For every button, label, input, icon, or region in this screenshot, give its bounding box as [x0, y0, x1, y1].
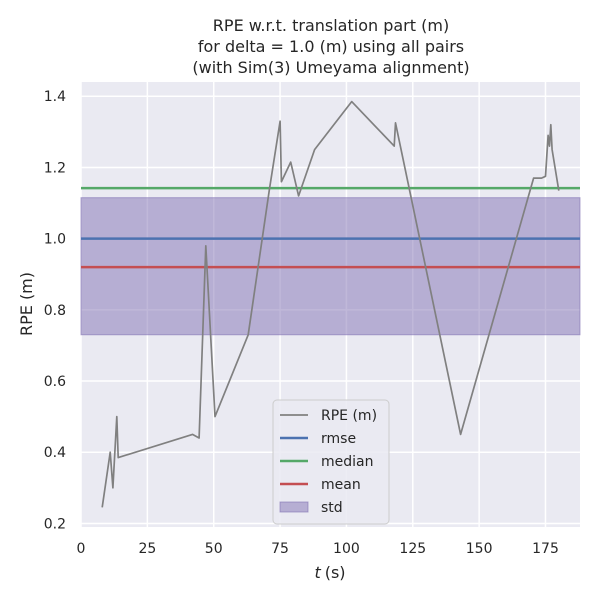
x-tick-label: 150 [466, 541, 493, 557]
chart-title-line-3: (with Sim(3) Umeyama alignment) [192, 58, 469, 77]
y-tick-label: 0.4 [44, 445, 66, 461]
legend-std-swatch [279, 501, 309, 513]
x-tick-label: 0 [77, 541, 86, 557]
chart-title-line-2: for delta = 1.0 (m) using all pairs [198, 37, 464, 56]
y-tick-label: 1.2 [44, 160, 66, 176]
chart-title-line-1: RPE w.r.t. translation part (m) [213, 16, 449, 35]
y-tick-label: 0.6 [44, 374, 66, 390]
legend-std-label: std [321, 500, 343, 516]
legend-rmse-label: rmse [321, 431, 356, 447]
legend-rpe-label: RPE (m) [321, 408, 377, 424]
legend-median-label: median [321, 454, 373, 470]
y-tick-labels: 0.2 0.4 0.6 0.8 1.0 1.2 1.4 [44, 89, 66, 532]
x-axis-label: t (s) [314, 563, 345, 582]
y-axis-label: RPE (m) [17, 272, 36, 336]
rpe-series [101, 100, 560, 508]
x-tick-label: 100 [333, 541, 360, 557]
y-tick-label: 1.0 [44, 232, 66, 248]
legend: RPE (m) rmse median mean std [272, 399, 390, 525]
legend-box [272, 399, 390, 525]
legend-mean-label: mean [321, 477, 361, 493]
x-tick-label: 175 [532, 541, 559, 557]
y-tick-label: 1.4 [44, 89, 66, 105]
rpe-series-line [101, 100, 560, 508]
y-tick-label: 0.8 [44, 303, 66, 319]
x-tick-label: 50 [205, 541, 223, 557]
x-tick-labels: 0 25 50 75 100 125 150 175 [77, 541, 559, 557]
x-axis-label-unit: (s) [325, 563, 346, 582]
y-tick-label: 0.2 [44, 516, 66, 532]
x-axis-label-var: t [314, 563, 321, 582]
stat-lines [81, 186, 580, 269]
x-tick-label: 75 [271, 541, 289, 557]
x-tick-label: 125 [399, 541, 426, 557]
x-tick-label: 25 [138, 541, 156, 557]
